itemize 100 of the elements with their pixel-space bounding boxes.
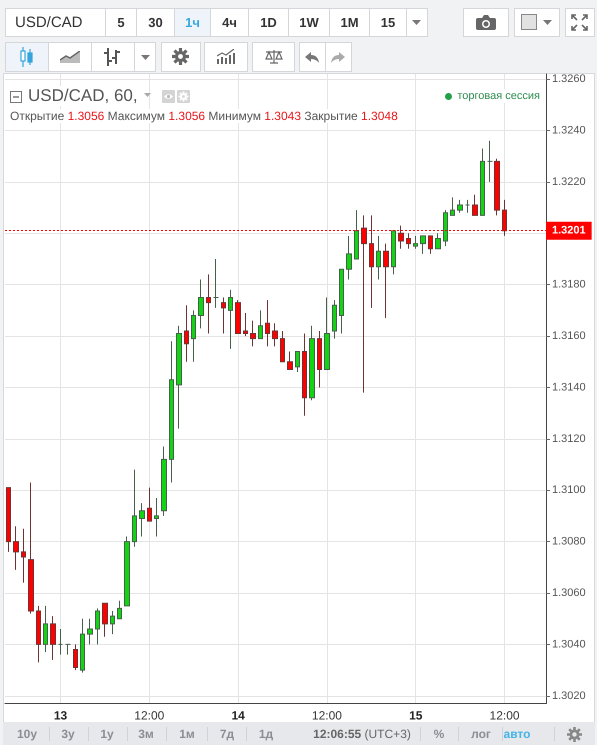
- candlestick: [383, 243, 389, 319]
- text: авто: [504, 726, 530, 743]
- candlestick: [258, 310, 263, 340]
- candlestick: [406, 232, 411, 250]
- text: Открытие 1.3056 Максимум 1.3056 Минимум 1.3043 Закрытие 1.3048: [10, 109, 398, 123]
- candlestick: [110, 610, 115, 635]
- candlestick: [332, 300, 337, 340]
- y-tick-label: 1.3160: [552, 330, 586, 342]
- candlestick: [287, 350, 293, 370]
- x-tick-label: 12:00: [134, 708, 165, 722]
- text: 3м: [138, 726, 154, 743]
- candlestick: [280, 330, 285, 362]
- candlestick: [339, 268, 344, 334]
- candlestick: [95, 608, 100, 645]
- text: 10y: [16, 726, 38, 743]
- candlestick: [250, 320, 256, 347]
- candlestick: [235, 300, 241, 334]
- text: лог: [471, 726, 491, 743]
- candlestick: [354, 210, 359, 260]
- candlestick: [58, 628, 63, 656]
- candlestick: [324, 297, 330, 370]
- text: 1ч: [174, 8, 211, 37]
- text: 3y: [61, 726, 75, 743]
- candlestick: [302, 333, 307, 416]
- candlestick: [457, 199, 463, 214]
- text: USD/CAD, 60,: [28, 86, 138, 106]
- candlestick: [494, 158, 500, 216]
- candlestick: [132, 469, 137, 548]
- y-tick-label: 1.3080: [552, 536, 586, 548]
- candlestick: [176, 325, 182, 430]
- candlestick: [161, 446, 167, 516]
- candlestick: [73, 644, 78, 671]
- candlestick: [87, 618, 93, 645]
- y-tick-label: 1.3180: [552, 278, 586, 291]
- candlestick: [213, 258, 219, 308]
- text: 1д: [258, 726, 274, 743]
- annotation: торговая сессия: [457, 90, 540, 102]
- candlestick: [198, 279, 204, 329]
- y-tick-label: 1.3240: [552, 124, 586, 137]
- candlestick: [309, 325, 315, 401]
- y-tick-label: 1.3140: [552, 381, 586, 394]
- candlestick: [443, 210, 448, 247]
- text: 1y: [100, 726, 114, 743]
- candlestick: [221, 297, 226, 334]
- candlestick: [413, 235, 418, 250]
- candlestick: [243, 312, 248, 337]
- x-tick-label: 12:00: [312, 708, 342, 722]
- candlestick: [206, 274, 211, 334]
- candlestick: [228, 289, 233, 350]
- text: 15: [369, 8, 407, 37]
- y-tick-label: 1.3220: [552, 176, 586, 188]
- y-tick-label: 1.3260: [552, 73, 586, 86]
- candlestick: [43, 605, 48, 653]
- text: %: [434, 726, 444, 743]
- text: 5: [105, 8, 137, 37]
- candlestick: [465, 199, 470, 214]
- candlestick: [376, 235, 381, 280]
- candlestick: [65, 644, 71, 656]
- candlestick: [184, 304, 189, 362]
- candlestick: [435, 232, 441, 250]
- y-tick-label: 1.3100: [552, 484, 586, 496]
- candlestick: [169, 340, 174, 484]
- candlestick: [50, 616, 56, 660]
- y-tick-label: 1.3040: [552, 638, 586, 650]
- x-tick-label: 12:00: [490, 708, 520, 722]
- candlestick: [139, 502, 145, 537]
- candlestick: [450, 196, 455, 216]
- candlestick: [117, 600, 122, 620]
- text: USD/CAD: [5, 8, 106, 37]
- ref-line-label: 1.3201: [552, 224, 586, 237]
- x-tick-label: 13: [54, 708, 68, 722]
- candlestick: [6, 487, 11, 552]
- candlestick: [420, 235, 426, 254]
- candlestick: [191, 310, 196, 362]
- text: 1D: [248, 8, 289, 37]
- text: 30: [136, 8, 175, 37]
- text: 12:06:55 (UTC+3): [313, 727, 411, 741]
- candlestick: [154, 497, 159, 537]
- candlestick: [124, 536, 130, 606]
- candlestick: [28, 482, 34, 614]
- text: 7д: [220, 726, 234, 743]
- text: 1M: [329, 8, 370, 37]
- candlestick: [13, 526, 19, 570]
- text: 4ч: [210, 8, 249, 37]
- y-tick-label: 1.3120: [552, 432, 586, 445]
- x-tick-label: 14: [231, 708, 246, 722]
- candlestick: [295, 350, 300, 373]
- y-tick-label: 1.3020: [552, 690, 586, 702]
- candlestick: [102, 602, 108, 638]
- candlestick: [317, 330, 322, 388]
- x-tick-label: 15: [409, 708, 423, 722]
- y-tick-label: 1.3060: [552, 587, 586, 600]
- candlestick: [472, 194, 478, 216]
- text: 1W: [288, 8, 330, 37]
- candlestick: [272, 322, 278, 347]
- text: 1м: [179, 726, 195, 743]
- candlestick: [480, 148, 485, 216]
- candlestick: [346, 235, 352, 280]
- candlestick: [36, 605, 41, 663]
- candlestick: [80, 618, 85, 674]
